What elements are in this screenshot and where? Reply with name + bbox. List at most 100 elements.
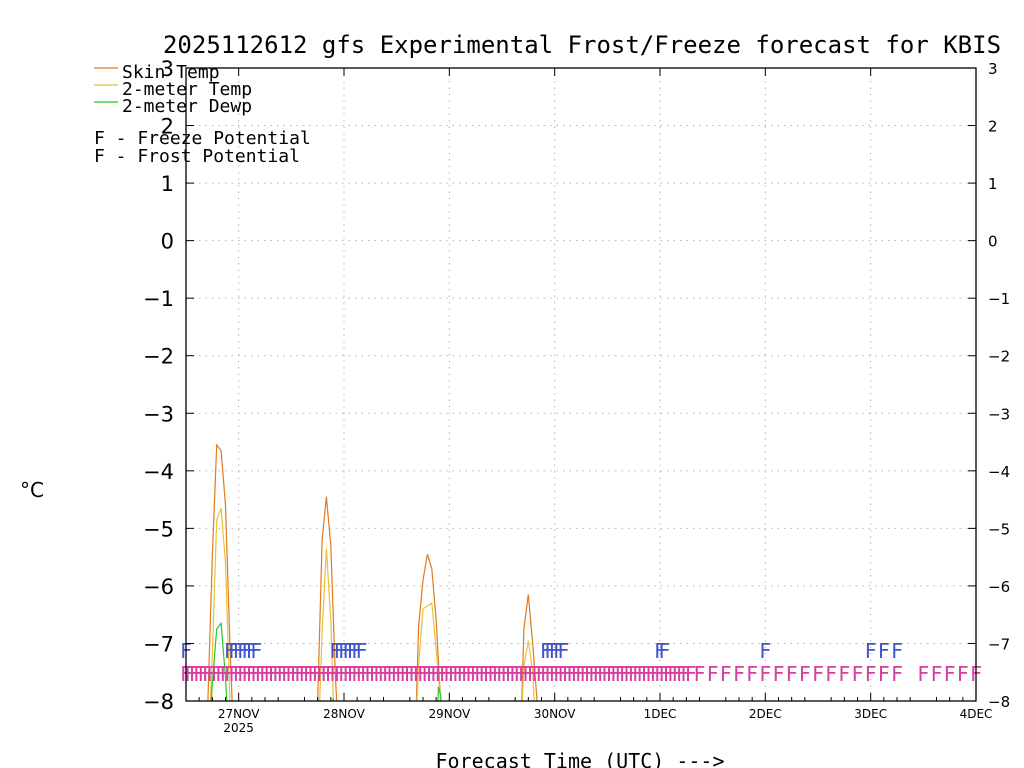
freeze-marker: F [500,662,512,686]
frost-marker: F [338,639,350,663]
freeze-marker: F [206,662,218,686]
freeze-marker: F [492,662,504,686]
freeze-marker: F [619,662,631,686]
freeze-marker: F [566,662,578,686]
freeze-marker: F [746,662,758,686]
freeze-marker: F [531,662,543,686]
y-tick-label-right: −1 [988,290,1010,308]
freeze-marker: F [452,662,464,686]
frost-marker: F [658,639,670,663]
freeze-marker: F [623,662,635,686]
series-line-2-meter-dewp [437,686,442,701]
y-tick-label-right: 1 [988,175,998,193]
x-tick-label: 1DEC [644,707,677,721]
freeze-marker: F [851,662,863,686]
freeze-marker: F [211,662,223,686]
y-tick-label-right: −2 [988,348,1010,366]
freeze-marker: F [584,662,596,686]
frost-marker: F [878,639,890,663]
frost-marker: F [342,639,354,663]
freeze-marker: F [474,662,486,686]
freeze-marker: F [667,662,679,686]
freeze-marker: F [228,662,240,686]
frost-marker: F [557,639,569,663]
frost-marker: F [246,639,258,663]
x-tick-label: 30NOV [534,707,576,721]
y-tick-label: −1 [143,287,174,311]
series-line-2-meter-dewp [332,698,334,701]
freeze-marker: F [421,662,433,686]
freeze-marker: F [413,662,425,686]
freeze-marker: F [426,662,438,686]
freeze-marker: F [360,662,372,686]
freeze-marker: F [377,662,389,686]
freeze-marker: F [930,662,942,686]
grid [186,67,977,702]
freeze-marker: F [575,662,587,686]
frost-freeze-markers: FFFFFFFFFFFFFFFFFFFFFFFFFFFFFFFFFFFFFFFF… [180,639,982,686]
freeze-marker: F [628,662,640,686]
freeze-marker: F [233,662,245,686]
y-tick-label: 1 [161,172,174,196]
freeze-marker: F [461,662,473,686]
freeze-marker: F [557,662,569,686]
y-tick-label-right: 0 [988,233,998,251]
freeze-marker: F [443,662,455,686]
freeze-marker: F [268,662,280,686]
frost-marker: F [891,639,903,663]
frost-marker: F [329,639,341,663]
y-tick-label: −5 [143,517,174,541]
freeze-marker: F [351,662,363,686]
freeze-marker: F [456,662,468,686]
freeze-marker: F [571,662,583,686]
frost-marker: F [228,639,240,663]
frost-marker: F [544,639,556,663]
freeze-marker: F [522,662,534,686]
freeze-marker: F [601,662,613,686]
freeze-marker: F [329,662,341,686]
freeze-marker: F [676,662,688,686]
freeze-marker: F [610,662,622,686]
freeze-marker: F [272,662,284,686]
series-line-2-meter-temp [209,507,231,701]
frost-marker: F [347,639,359,663]
freeze-marker: F [553,662,565,686]
freeze-marker: F [277,662,289,686]
frost-marker: F [334,639,346,663]
frost-marker: F [224,639,236,663]
freeze-marker: F [386,662,398,686]
x-axis-label: Forecast Time (UTC) ---> [436,749,725,768]
freeze-marker: F [448,662,460,686]
freeze-marker: F [509,662,521,686]
freeze-marker: F [614,662,626,686]
freeze-marker: F [588,662,600,686]
freeze-marker: F [470,662,482,686]
freeze-marker: F [246,662,258,686]
x-tick-label: 29NOV [428,707,470,721]
freeze-marker: F [562,662,574,686]
freeze-marker: F [654,662,666,686]
freeze-marker: F [650,662,662,686]
freeze-marker: F [224,662,236,686]
x-tick-label: 2DEC [749,707,782,721]
legend-marker-freeze: F - Freeze Potential [94,128,311,149]
x-tick-label: 28NOV [323,707,365,721]
freeze-marker: F [417,662,429,686]
legend-label: 2-meter Temp [122,79,252,100]
freeze-marker: F [263,662,275,686]
freeze-marker: F [408,662,420,686]
frost-marker: F [549,639,561,663]
freeze-marker: F [891,662,903,686]
freeze-marker: F [812,662,824,686]
freeze-marker: F [535,662,547,686]
freeze-marker: F [391,662,403,686]
y-tick-label-right: −8 [988,693,1010,711]
y-tick-label: 0 [161,230,174,254]
y-tick-label: 3 [161,57,174,81]
freeze-marker: F [518,662,530,686]
freeze-marker: F [527,662,539,686]
y-tick-label-right: 2 [988,118,998,136]
freeze-marker: F [540,662,552,686]
series-line-skin-temp [317,496,338,701]
